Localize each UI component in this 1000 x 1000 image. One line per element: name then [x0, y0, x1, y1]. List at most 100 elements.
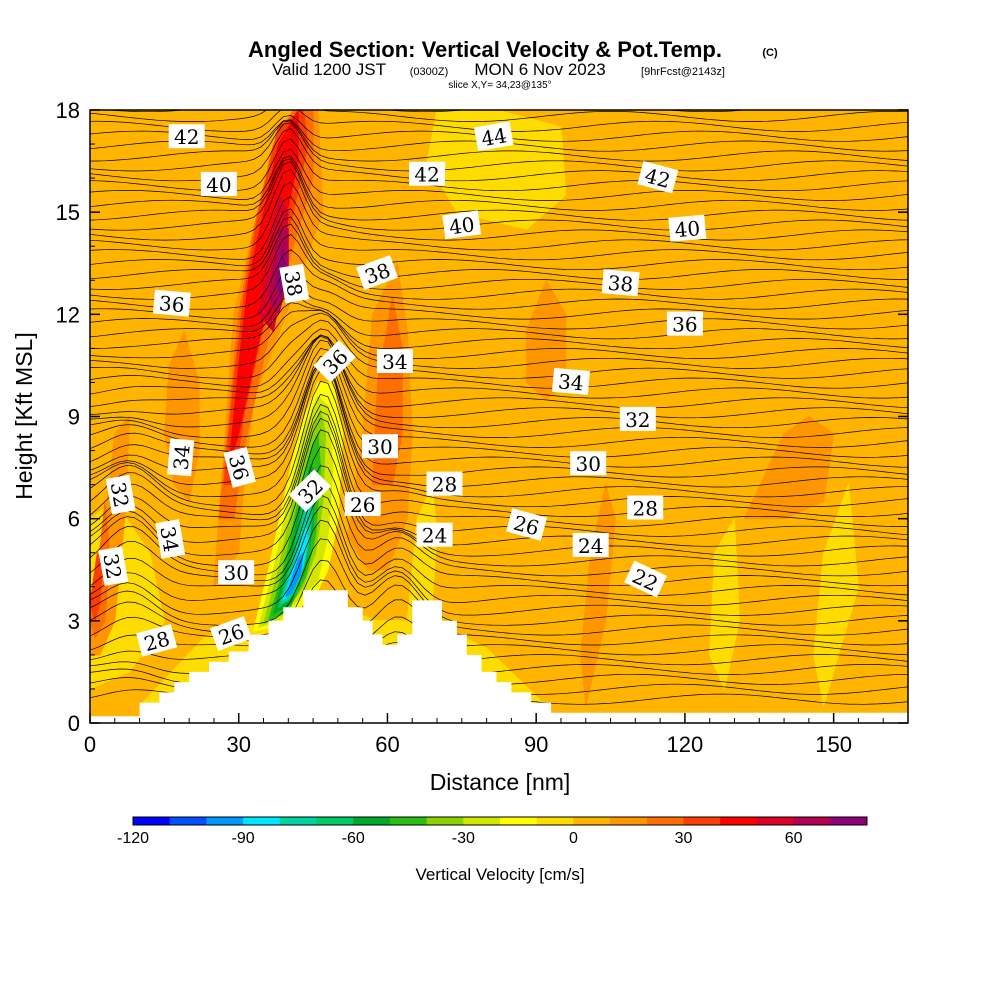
contour-label-23: 26 [344, 492, 381, 517]
colorbar-tick-label: 30 [675, 830, 693, 847]
theta-contour-34 [90, 312, 908, 369]
colorbar-swatch-1 [169, 817, 207, 825]
contour-label-bg [619, 406, 656, 431]
contour-label-text: 36 [158, 291, 185, 317]
contour-label-bg [313, 340, 356, 383]
contour-label-26: 34 [155, 519, 186, 559]
theta-contour-26 [90, 348, 908, 448]
contour-label-bg [152, 289, 191, 317]
contour-label-6: 40 [668, 214, 707, 242]
contour-label-text: 26 [350, 493, 375, 517]
contour-label-text: 24 [578, 534, 603, 558]
colorbar-swatch-15 [683, 817, 721, 825]
contour-label-text: 40 [674, 216, 701, 242]
theta-contour-35 [90, 309, 908, 359]
contour-label-9: 38 [601, 269, 640, 297]
theta-contour-47 [90, 168, 908, 241]
contour-label-bg [506, 508, 548, 541]
contour-label-bg [200, 171, 237, 196]
contour-label-4: 42 [409, 161, 446, 187]
colorbar-swatch-12 [573, 817, 611, 825]
colorbar-tick-label: -90 [232, 830, 255, 847]
theta-contour-49 [90, 158, 908, 221]
theta-contour-21 [90, 368, 908, 498]
utc-time-label: (0300Z) [410, 66, 449, 78]
theta-contour-29 [90, 334, 908, 419]
contour-label-bg [288, 469, 332, 512]
theta-contour-44 [90, 208, 908, 271]
theta-contour-54 [90, 122, 908, 172]
contour-label-11: 36 [666, 311, 703, 337]
potential-temperature-contours [90, 110, 908, 705]
contour-label-bg [356, 255, 399, 290]
contour-label-text: 28 [632, 497, 657, 521]
contour-label-27: 24 [416, 522, 453, 548]
contour-label-text: 34 [155, 524, 183, 553]
colorbar-swatch-13 [610, 817, 648, 825]
contour-label-17: 32 [619, 406, 656, 432]
theta-contour-17 [90, 410, 908, 537]
theta-contour-4 [90, 605, 908, 666]
theta-contour-11 [90, 494, 908, 596]
contour-label-3: 40 [200, 171, 237, 197]
contour-label-bg [624, 560, 668, 598]
contour-label-bg [552, 367, 590, 395]
chart-title: Angled Section: Vertical Velocity & Pot.… [248, 37, 722, 62]
y-tick-label: 3 [68, 609, 80, 634]
theta-contour-41 [90, 233, 908, 300]
x-tick-label: 0 [84, 732, 96, 757]
theta-contour-31 [90, 334, 908, 399]
contour-label-10: 36 [152, 289, 191, 317]
contour-label-15: 34 [167, 438, 195, 477]
theta-contour-45 [90, 196, 908, 261]
colorbar-swatch-14 [646, 817, 684, 825]
slice-label: slice X,Y= 34,23@135° [448, 80, 551, 91]
colorbar-tick-label: 0 [569, 830, 578, 847]
contour-label-bg [442, 210, 482, 240]
contour-label-bg [362, 434, 398, 459]
theta-contour-23 [90, 360, 908, 478]
colorbar: -120 -90 -60 -30 0 30 60 [117, 816, 868, 847]
x-tick-label: 150 [815, 732, 852, 757]
theta-contour-19 [90, 393, 908, 517]
y-tick-label: 15 [56, 200, 80, 225]
contour-label-1: 44 [474, 121, 514, 151]
contour-label-bg [376, 349, 413, 373]
colorbar-swatch-0 [133, 817, 171, 825]
colorbar-swatch-11 [536, 817, 574, 825]
theta-contour-50 [90, 155, 908, 211]
colorbar-tick-label: -120 [117, 830, 149, 847]
contour-label-bg [218, 560, 255, 585]
contour-label-24: 28 [627, 495, 664, 521]
contour-label-bg [572, 532, 609, 557]
contour-label-bg [209, 616, 252, 651]
y-tick-label: 18 [56, 98, 80, 123]
colorbar-swatch-10 [500, 817, 538, 825]
contour-label-bg [279, 263, 310, 304]
valid-time-label: Valid 1200 JST [272, 60, 386, 79]
contour-label-bg [98, 546, 129, 586]
contour-label-text: 40 [206, 173, 231, 197]
contour-label-text: 30 [575, 452, 600, 476]
contour-label-bg [426, 471, 463, 496]
contour-label-bg [570, 451, 607, 476]
theta-contour-9 [90, 519, 908, 616]
theta-contour-30 [90, 335, 908, 409]
contour-label-text: 44 [479, 123, 508, 151]
contour-label-text: 30 [367, 435, 392, 459]
colorbar-swatch-3 [243, 817, 281, 825]
contour-label-25: 26 [506, 508, 548, 541]
contour-label-bg [223, 446, 256, 488]
colorbar-swatch-5 [316, 817, 354, 825]
contour-label-29: 32 [98, 546, 129, 586]
contour-label-text: 34 [169, 444, 195, 471]
contour-label-bg [416, 522, 453, 547]
theta-contour-16 [90, 417, 908, 547]
contour-label-bg [409, 161, 446, 186]
contour-label-19: 30 [570, 451, 607, 476]
contour-label-22: 28 [426, 471, 463, 497]
theta-contour-33 [90, 319, 908, 379]
